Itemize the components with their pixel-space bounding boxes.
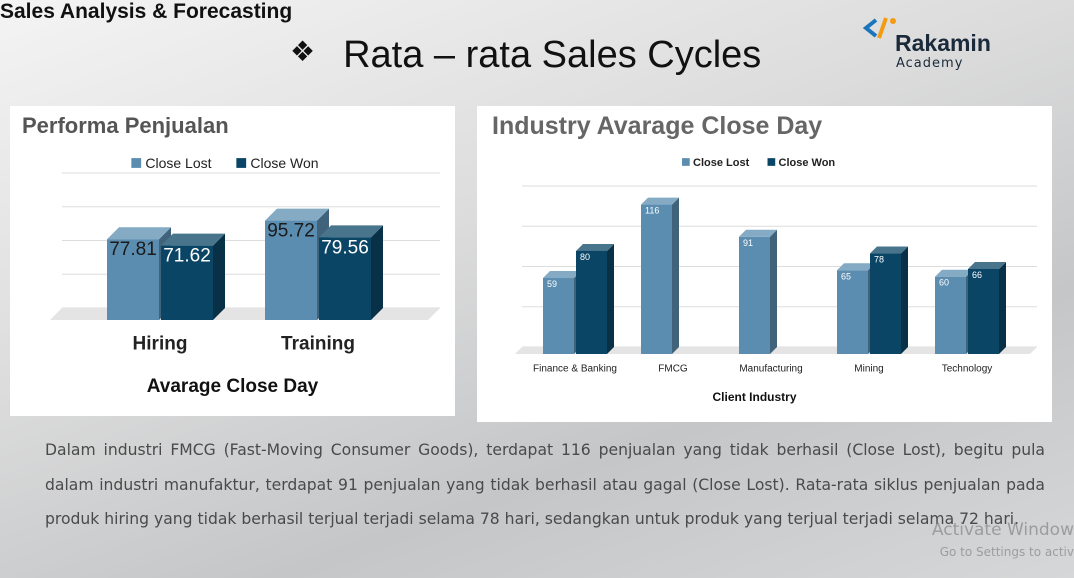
logo-icon bbox=[862, 18, 878, 38]
bar-side bbox=[770, 229, 777, 354]
bar-side bbox=[213, 233, 225, 320]
bar bbox=[870, 253, 901, 354]
bar-top bbox=[870, 246, 908, 254]
legend-swatch bbox=[236, 158, 247, 168]
x-axis-label: Avarage Close Day bbox=[147, 376, 319, 397]
bar-top bbox=[161, 233, 225, 246]
legend-swatch bbox=[767, 158, 776, 166]
bar-top bbox=[837, 263, 875, 271]
bar bbox=[968, 268, 999, 354]
bar-side bbox=[607, 243, 614, 354]
bar-top bbox=[739, 229, 777, 237]
bar-top bbox=[543, 271, 581, 279]
value-label: 77.81 bbox=[109, 239, 157, 260]
bar bbox=[739, 236, 770, 354]
value-label: 95.72 bbox=[267, 221, 315, 242]
value-label: 59 bbox=[547, 279, 557, 289]
bar-top bbox=[576, 243, 614, 251]
bar bbox=[107, 239, 159, 320]
x-tick-label: Training bbox=[281, 334, 355, 355]
bar bbox=[641, 204, 672, 354]
logo: Rakamin Academy bbox=[862, 17, 991, 71]
x-tick-label: Technology bbox=[942, 364, 993, 375]
value-label: 91 bbox=[743, 238, 753, 248]
title-text: Rata – rata Sales Cycles bbox=[343, 34, 762, 76]
bar-side bbox=[672, 197, 679, 354]
legend-swatch bbox=[131, 158, 142, 168]
bar bbox=[576, 250, 607, 354]
legend-label: Close Won bbox=[779, 157, 836, 169]
watermark: Go to Settings to activ bbox=[939, 545, 1074, 559]
bar-top bbox=[968, 261, 1006, 269]
bar bbox=[161, 245, 213, 320]
bar-top bbox=[319, 225, 383, 238]
header-title: Sales Analysis & Forecasting bbox=[0, 0, 293, 23]
x-tick-label: Mining bbox=[854, 364, 883, 375]
logo-icon bbox=[877, 17, 888, 39]
bar bbox=[543, 278, 574, 354]
value-label: 71.62 bbox=[163, 246, 211, 267]
bar-top bbox=[265, 208, 329, 221]
chart: Performa Penjualan Close Lost Close Won Hir… bbox=[10, 106, 455, 416]
bar-side bbox=[371, 225, 383, 320]
logo-icon bbox=[890, 18, 896, 24]
bar bbox=[265, 220, 317, 320]
x-axis-label: Client Industry bbox=[712, 390, 796, 404]
bar-top bbox=[641, 197, 679, 205]
bar-side bbox=[999, 261, 1006, 354]
value-label: 79.56 bbox=[321, 237, 369, 258]
logo-sub: Academy bbox=[896, 56, 963, 71]
bar bbox=[837, 270, 868, 354]
chart-title: Industry Avarage Close Day bbox=[492, 112, 822, 140]
value-label: 65 bbox=[841, 271, 851, 281]
chart-title: Performa Penjualan bbox=[22, 113, 229, 138]
watermark: Activate Window bbox=[931, 520, 1074, 540]
legend-label: Close Lost bbox=[693, 157, 750, 169]
value-label: 116 bbox=[645, 206, 659, 216]
description: Dalam industri FMCG (Fast-Moving Consume… bbox=[45, 441, 1045, 528]
x-tick-label: Hiring bbox=[133, 334, 188, 355]
bar-side bbox=[901, 246, 908, 354]
legend-label: Close Won bbox=[250, 155, 318, 171]
value-label: 78 bbox=[874, 255, 884, 265]
legend-swatch bbox=[682, 158, 690, 166]
slide-title: ❖ Rata – rata Sales Cycles bbox=[290, 34, 761, 77]
chart: Industry Avarage Close Day Close Lost Clos… bbox=[477, 106, 1052, 422]
legend-label: Close Lost bbox=[145, 155, 211, 171]
bar-top bbox=[935, 269, 973, 277]
x-tick-label: FMCG bbox=[658, 364, 688, 375]
bar bbox=[319, 237, 371, 320]
logo-name: Rakamin bbox=[895, 30, 991, 56]
value-label: 60 bbox=[939, 278, 949, 288]
x-tick-label: Manufacturing bbox=[739, 364, 802, 375]
bullet: ❖ bbox=[290, 36, 316, 67]
bar-top bbox=[107, 227, 171, 240]
x-tick-label: Finance & Banking bbox=[533, 364, 617, 375]
bar bbox=[935, 276, 966, 354]
value-label: 66 bbox=[972, 270, 982, 280]
value-label: 80 bbox=[580, 252, 590, 262]
